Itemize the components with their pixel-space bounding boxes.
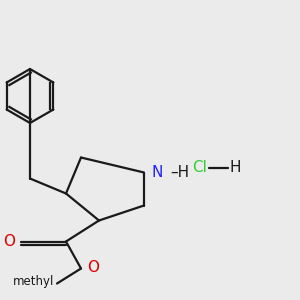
Text: O: O [4,234,16,249]
Text: methyl: methyl [13,275,54,289]
Text: –H: –H [170,165,190,180]
Text: Cl: Cl [192,160,207,175]
Text: N: N [152,165,163,180]
Text: H: H [230,160,241,175]
Text: O: O [88,260,100,274]
